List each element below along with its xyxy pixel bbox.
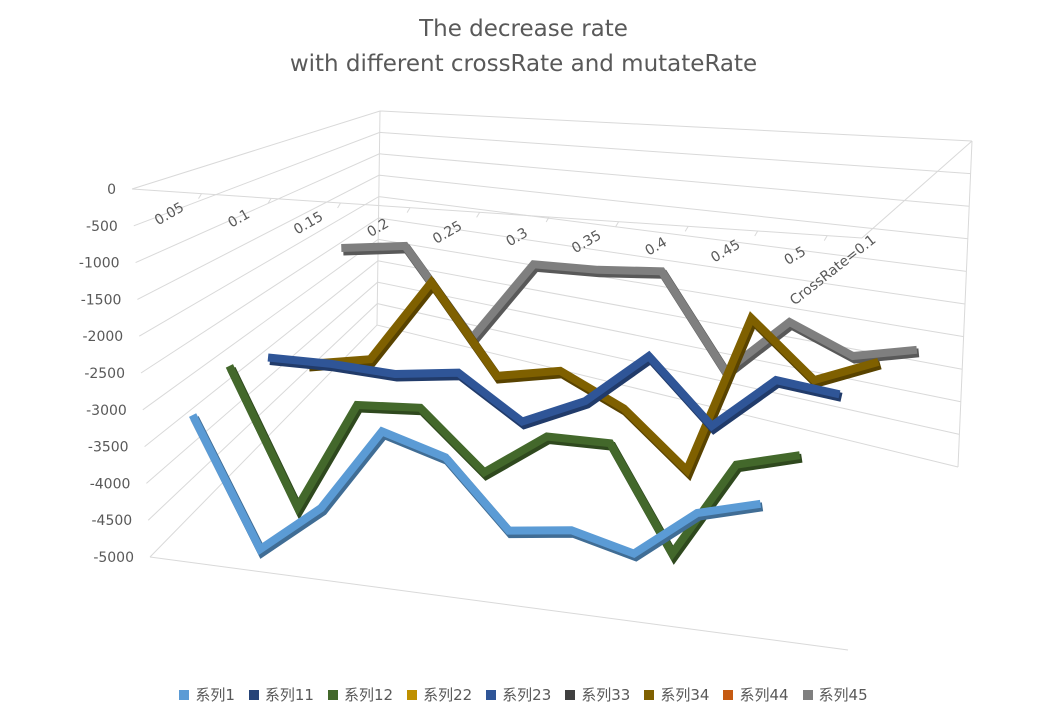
legend-swatch <box>248 690 259 700</box>
legend-label: 系列44 <box>739 686 789 704</box>
x-tick <box>615 221 620 227</box>
legend-swatch <box>486 690 497 700</box>
y-tick-label: -4500 <box>92 513 133 529</box>
series-line <box>306 275 880 478</box>
y-tick-label: -1500 <box>81 292 122 308</box>
legend-label: 系列11 <box>264 686 314 704</box>
gridline <box>376 110 381 326</box>
gridline <box>137 174 968 300</box>
y-tick-label: -2000 <box>83 329 124 345</box>
legend-item: 系列12 <box>327 684 394 705</box>
x-tick-label: 0.15 <box>291 209 326 238</box>
x-tick-label: 0.25 <box>430 218 465 247</box>
legend-swatch <box>407 690 418 700</box>
legend-item: 系列34 <box>644 684 709 705</box>
legend-label: 系列22 <box>423 686 473 704</box>
y-tick-label: -500 <box>86 219 118 235</box>
gridline <box>133 131 971 227</box>
legend-item: 系列11 <box>248 684 314 705</box>
legend-item: 系列44 <box>723 684 789 705</box>
x-tick-label: 0.35 <box>569 227 604 256</box>
y-tick-label: -3500 <box>88 440 129 456</box>
legend-label: 系列12 <box>343 686 394 704</box>
x-tick <box>406 207 411 213</box>
legend-label: 系列45 <box>818 686 868 704</box>
legend-item: 系列33 <box>565 684 630 705</box>
depth-axis-label: CrossRate=0.1 <box>787 232 879 309</box>
y-tick-label: -4000 <box>90 476 131 492</box>
gridline <box>131 110 973 190</box>
x-tick-label: 0.05 <box>152 199 187 228</box>
y-tick-label: -3000 <box>86 403 127 419</box>
legend-swatch <box>179 690 190 700</box>
x-tick-label: 0.3 <box>504 225 531 250</box>
gridline <box>149 556 849 651</box>
gridline <box>957 140 973 468</box>
y-tick-label: -1000 <box>79 256 120 272</box>
legend-item: 系列23 <box>486 684 551 705</box>
x-tick <box>198 193 202 199</box>
x-tick <box>754 230 759 237</box>
series-line <box>189 413 762 559</box>
chart-title-line-1: The decrease rate <box>419 16 628 42</box>
y-tick-label: 0 <box>107 182 116 198</box>
x-tick-label: 0.1 <box>225 206 252 231</box>
x-tick-label: 0.5 <box>782 244 809 269</box>
legend-swatch <box>723 690 734 700</box>
legend-label: 系列34 <box>660 686 710 704</box>
legend-swatch <box>644 690 655 700</box>
y-tick-label: -5000 <box>93 550 134 566</box>
x-tick <box>545 216 550 223</box>
legend-item: 系列22 <box>407 684 472 705</box>
legend-item: 系列45 <box>802 684 868 705</box>
legend-swatch <box>327 690 338 700</box>
x-tick <box>337 202 342 209</box>
x-tick-label: 0.45 <box>708 237 743 266</box>
gridline <box>861 140 973 239</box>
legend-swatch <box>565 690 576 700</box>
chart-title-line-2: with different crossRate and mutateRate <box>289 51 758 77</box>
legend-label: 系列33 <box>581 686 631 704</box>
y-tick-label: -2500 <box>84 366 125 382</box>
series-line <box>267 350 841 432</box>
x-tick <box>684 226 689 232</box>
x-tick <box>476 212 481 218</box>
x-tick <box>267 198 272 204</box>
legend-label: 系列1 <box>195 686 235 704</box>
legend-swatch <box>802 690 813 700</box>
legend-item: 系列1 <box>179 684 235 705</box>
legend: 系列1 系列11 系列12 系列22 系列23 系列33 系列34 系列44 系列45 <box>0 684 1047 705</box>
legend-label: 系列23 <box>502 686 552 704</box>
gridline <box>135 153 970 264</box>
x-tick <box>823 235 828 241</box>
x-tick-label: 0.4 <box>643 234 670 259</box>
gridline <box>131 188 863 239</box>
